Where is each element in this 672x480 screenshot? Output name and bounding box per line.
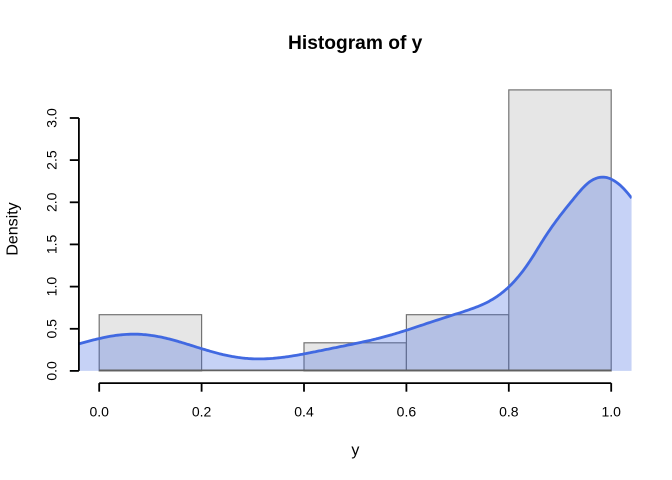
svg-text:0.2: 0.2 xyxy=(192,404,212,420)
svg-text:0.6: 0.6 xyxy=(397,404,417,420)
svg-text:0.5: 0.5 xyxy=(44,319,60,339)
svg-text:2.5: 2.5 xyxy=(44,150,60,170)
svg-text:2.0: 2.0 xyxy=(44,192,60,212)
svg-text:Density: Density xyxy=(5,202,22,255)
svg-text:Histogram of y: Histogram of y xyxy=(288,33,423,54)
svg-text:0.0: 0.0 xyxy=(44,361,60,381)
svg-text:3.0: 3.0 xyxy=(44,108,60,128)
svg-text:1.0: 1.0 xyxy=(601,404,621,420)
svg-text:y: y xyxy=(351,442,359,459)
svg-text:0.4: 0.4 xyxy=(294,404,314,420)
svg-text:0.0: 0.0 xyxy=(89,404,109,420)
svg-text:1.5: 1.5 xyxy=(44,234,60,254)
svg-text:1.0: 1.0 xyxy=(44,277,60,297)
svg-text:0.8: 0.8 xyxy=(499,404,519,420)
